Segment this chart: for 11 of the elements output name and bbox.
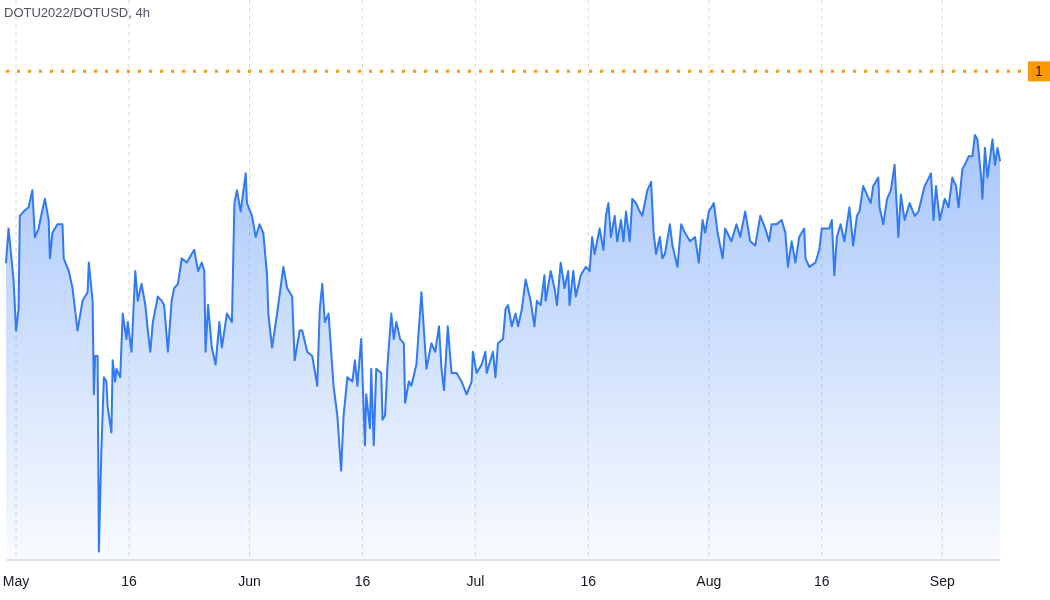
ref-line-label: 1 bbox=[1035, 63, 1043, 80]
x-tick-label: 16 bbox=[121, 573, 137, 589]
x-tick-label: 16 bbox=[354, 573, 371, 589]
x-tick-label: Jul bbox=[466, 573, 485, 589]
chart-title: DOTU2022/DOTUSD, 4h bbox=[4, 5, 150, 20]
x-tick-label: May bbox=[2, 573, 30, 589]
x-tick-label: 16 bbox=[580, 573, 597, 589]
x-tick-label: 16 bbox=[813, 573, 830, 589]
x-tick-label: Jun bbox=[238, 573, 261, 589]
x-tick-label: Sep bbox=[929, 573, 955, 589]
x-tick-label: Aug bbox=[696, 573, 722, 589]
